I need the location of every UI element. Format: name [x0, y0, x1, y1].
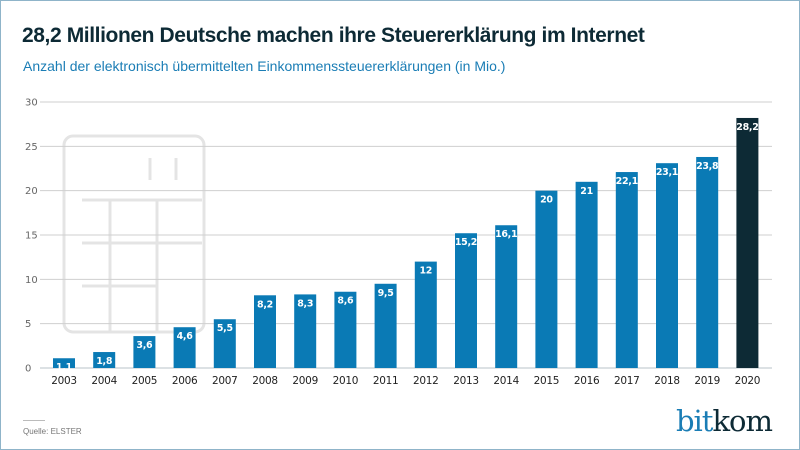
bar-2019	[696, 156, 719, 368]
gridlines	[40, 101, 772, 369]
x-tick-label: 2007	[212, 375, 238, 387]
data-label: 8,2	[257, 299, 273, 310]
data-label: 15,2	[455, 237, 477, 248]
y-tick-label: 15	[25, 231, 38, 242]
data-label: 5,5	[217, 323, 233, 334]
data-label: 21	[580, 186, 593, 197]
data-label: 8,6	[337, 296, 354, 307]
bar-2003	[53, 358, 75, 368]
x-tick-label: 2006	[172, 375, 198, 387]
bar-2012	[414, 261, 437, 368]
y-tick-label: 5	[25, 319, 31, 330]
x-tick-label: 2017	[614, 375, 640, 387]
x-tick-label: 2015	[534, 375, 560, 387]
bar-2015	[535, 190, 558, 368]
bar-2007	[213, 319, 236, 368]
y-tick-label: 25	[25, 142, 38, 153]
data-label: 23,8	[696, 161, 719, 172]
bar-2016	[575, 181, 598, 368]
data-label: 28,2	[736, 122, 758, 133]
x-tick-label: 2008	[252, 375, 278, 387]
data-label: 16,1	[495, 229, 517, 240]
bar-2008	[254, 295, 276, 368]
x-tick-label: 2010	[333, 375, 359, 387]
y-tick-label: 10	[25, 275, 38, 286]
bar-2014	[495, 225, 518, 368]
data-label: 1,1	[56, 362, 72, 373]
x-tick-label: 2009	[292, 375, 318, 387]
data-label: 8,3	[297, 298, 313, 309]
data-label: 1,8	[96, 356, 113, 367]
bitkom-logo: bitkom	[675, 404, 773, 438]
bars: 1,1 1,8 3,6 4,6 5,5 8,2 8,3 8,6 9,5 12 15,2 16,1 20 2…	[53, 117, 759, 373]
bar-2009	[294, 294, 317, 368]
x-tick-label: 2014	[493, 375, 519, 387]
bar-2004	[93, 352, 116, 368]
x-tick-label: 2020	[735, 375, 761, 387]
x-tick-label: 2018	[654, 375, 680, 387]
data-label: 12	[419, 266, 432, 277]
x-tick-label: 2019	[694, 375, 720, 387]
data-label: 4,6	[177, 331, 194, 342]
bar-2018	[656, 163, 678, 368]
y-tick-label: 0	[25, 364, 31, 375]
data-label: 22,1	[616, 176, 638, 187]
bar-2005	[133, 336, 156, 368]
x-tick-label: 2011	[373, 375, 399, 387]
chart-title: 28,2 Millionen Deutsche machen ihre Steu…	[22, 24, 645, 47]
bar-2017	[615, 172, 638, 368]
bar-2013	[455, 233, 477, 368]
y-axis-ticks: 0 5 10 15 20 25 30	[25, 98, 38, 375]
calculator-icon	[62, 134, 206, 334]
data-label: 23,1	[656, 167, 678, 178]
source-divider	[23, 420, 45, 421]
logo-part-bit: bit	[675, 404, 713, 438]
x-tick-label: 2013	[453, 375, 479, 387]
y-tick-label: 30	[25, 98, 38, 109]
data-label: 3,6	[136, 340, 153, 351]
y-tick-label: 20	[25, 186, 38, 197]
x-tick-label: 2004	[91, 375, 117, 387]
bar-2020	[736, 117, 759, 369]
bar-2011	[374, 283, 397, 368]
x-axis-ticks: 2003 2004 2005 2006 2007 2008 2009 2010 2011 2012…	[51, 375, 760, 387]
x-tick-label: 2012	[413, 375, 439, 387]
bar-2006	[173, 327, 196, 368]
x-tick-label: 2005	[132, 375, 158, 387]
data-label: 9,5	[378, 288, 394, 299]
bar-2010	[334, 291, 357, 368]
x-tick-label: 2016	[574, 375, 600, 387]
x-tick-label: 2003	[51, 375, 77, 387]
logo-part-kom: kom	[712, 404, 773, 438]
source-note: Quelle: ELSTER	[23, 427, 82, 436]
data-label: 20	[540, 195, 553, 206]
chart-subtitle: Anzahl der elektronisch übermittelten Ei…	[23, 58, 506, 74]
